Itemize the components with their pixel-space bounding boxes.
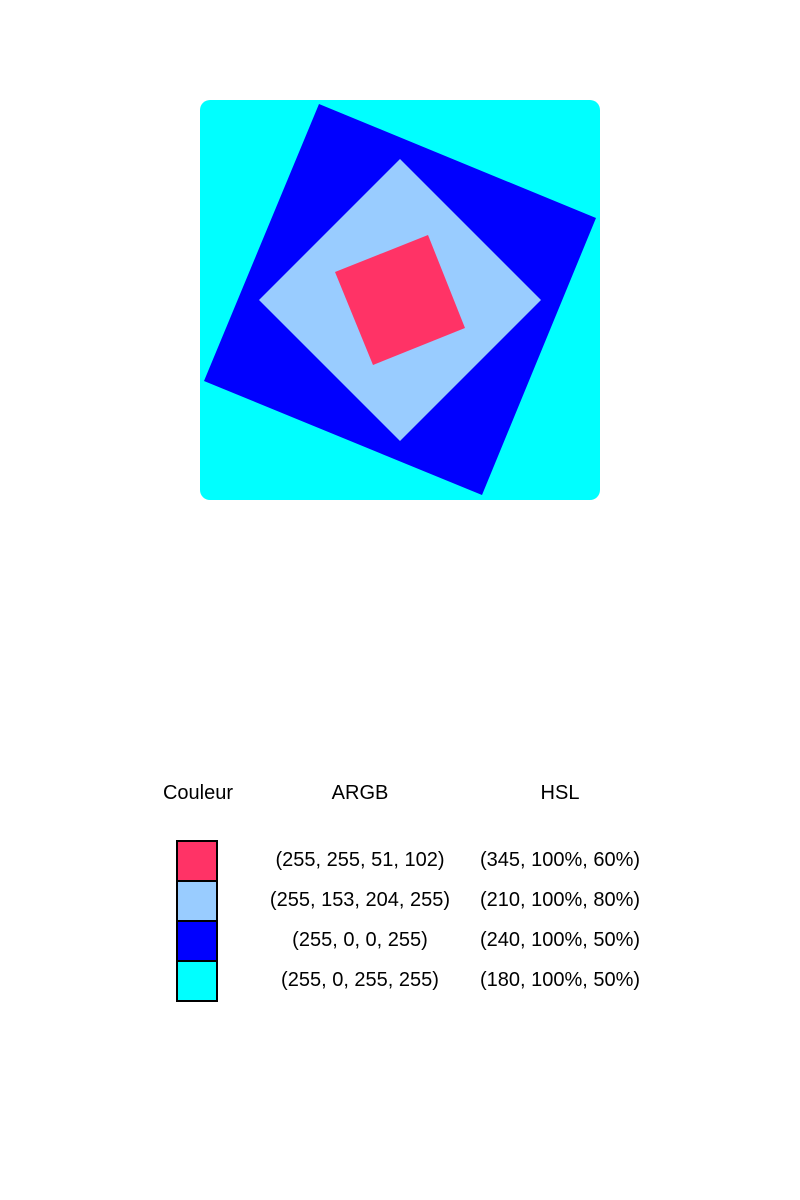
- legend-row-cyan: (255, 0, 255, 255) (180, 100%, 50%): [0, 960, 800, 1002]
- nested-squares-diagram: [200, 100, 600, 500]
- legend-header-color: Couleur: [162, 782, 234, 804]
- color-swatch-pink: [176, 840, 218, 882]
- argb-value: (255, 0, 0, 255): [292, 929, 428, 951]
- color-swatch-cyan: [176, 960, 218, 1002]
- argb-value: (255, 255, 51, 102): [275, 849, 445, 871]
- argb-value: (255, 153, 204, 255): [269, 889, 451, 911]
- legend-row-blue: (255, 0, 0, 255) (240, 100%, 50%): [0, 920, 800, 962]
- argb-value: (255, 0, 255, 255): [281, 969, 439, 991]
- legend-header-argb: ARGB: [331, 782, 389, 804]
- legend-row-light-blue: (255, 153, 204, 255) (210, 100%, 80%): [0, 880, 800, 922]
- hsl-value: (240, 100%, 50%): [479, 929, 641, 951]
- legend-row-pink: (255, 255, 51, 102) (345, 100%, 60%): [0, 840, 800, 882]
- hsl-value: (345, 100%, 60%): [479, 849, 641, 871]
- hsl-value: (180, 100%, 50%): [479, 969, 641, 991]
- color-swatch-blue: [176, 920, 218, 962]
- legend-header-hsl: HSL: [540, 782, 580, 804]
- pink-rotated-square: [335, 235, 465, 365]
- color-swatch-light-blue: [176, 880, 218, 922]
- hsl-value: (210, 100%, 80%): [479, 889, 641, 911]
